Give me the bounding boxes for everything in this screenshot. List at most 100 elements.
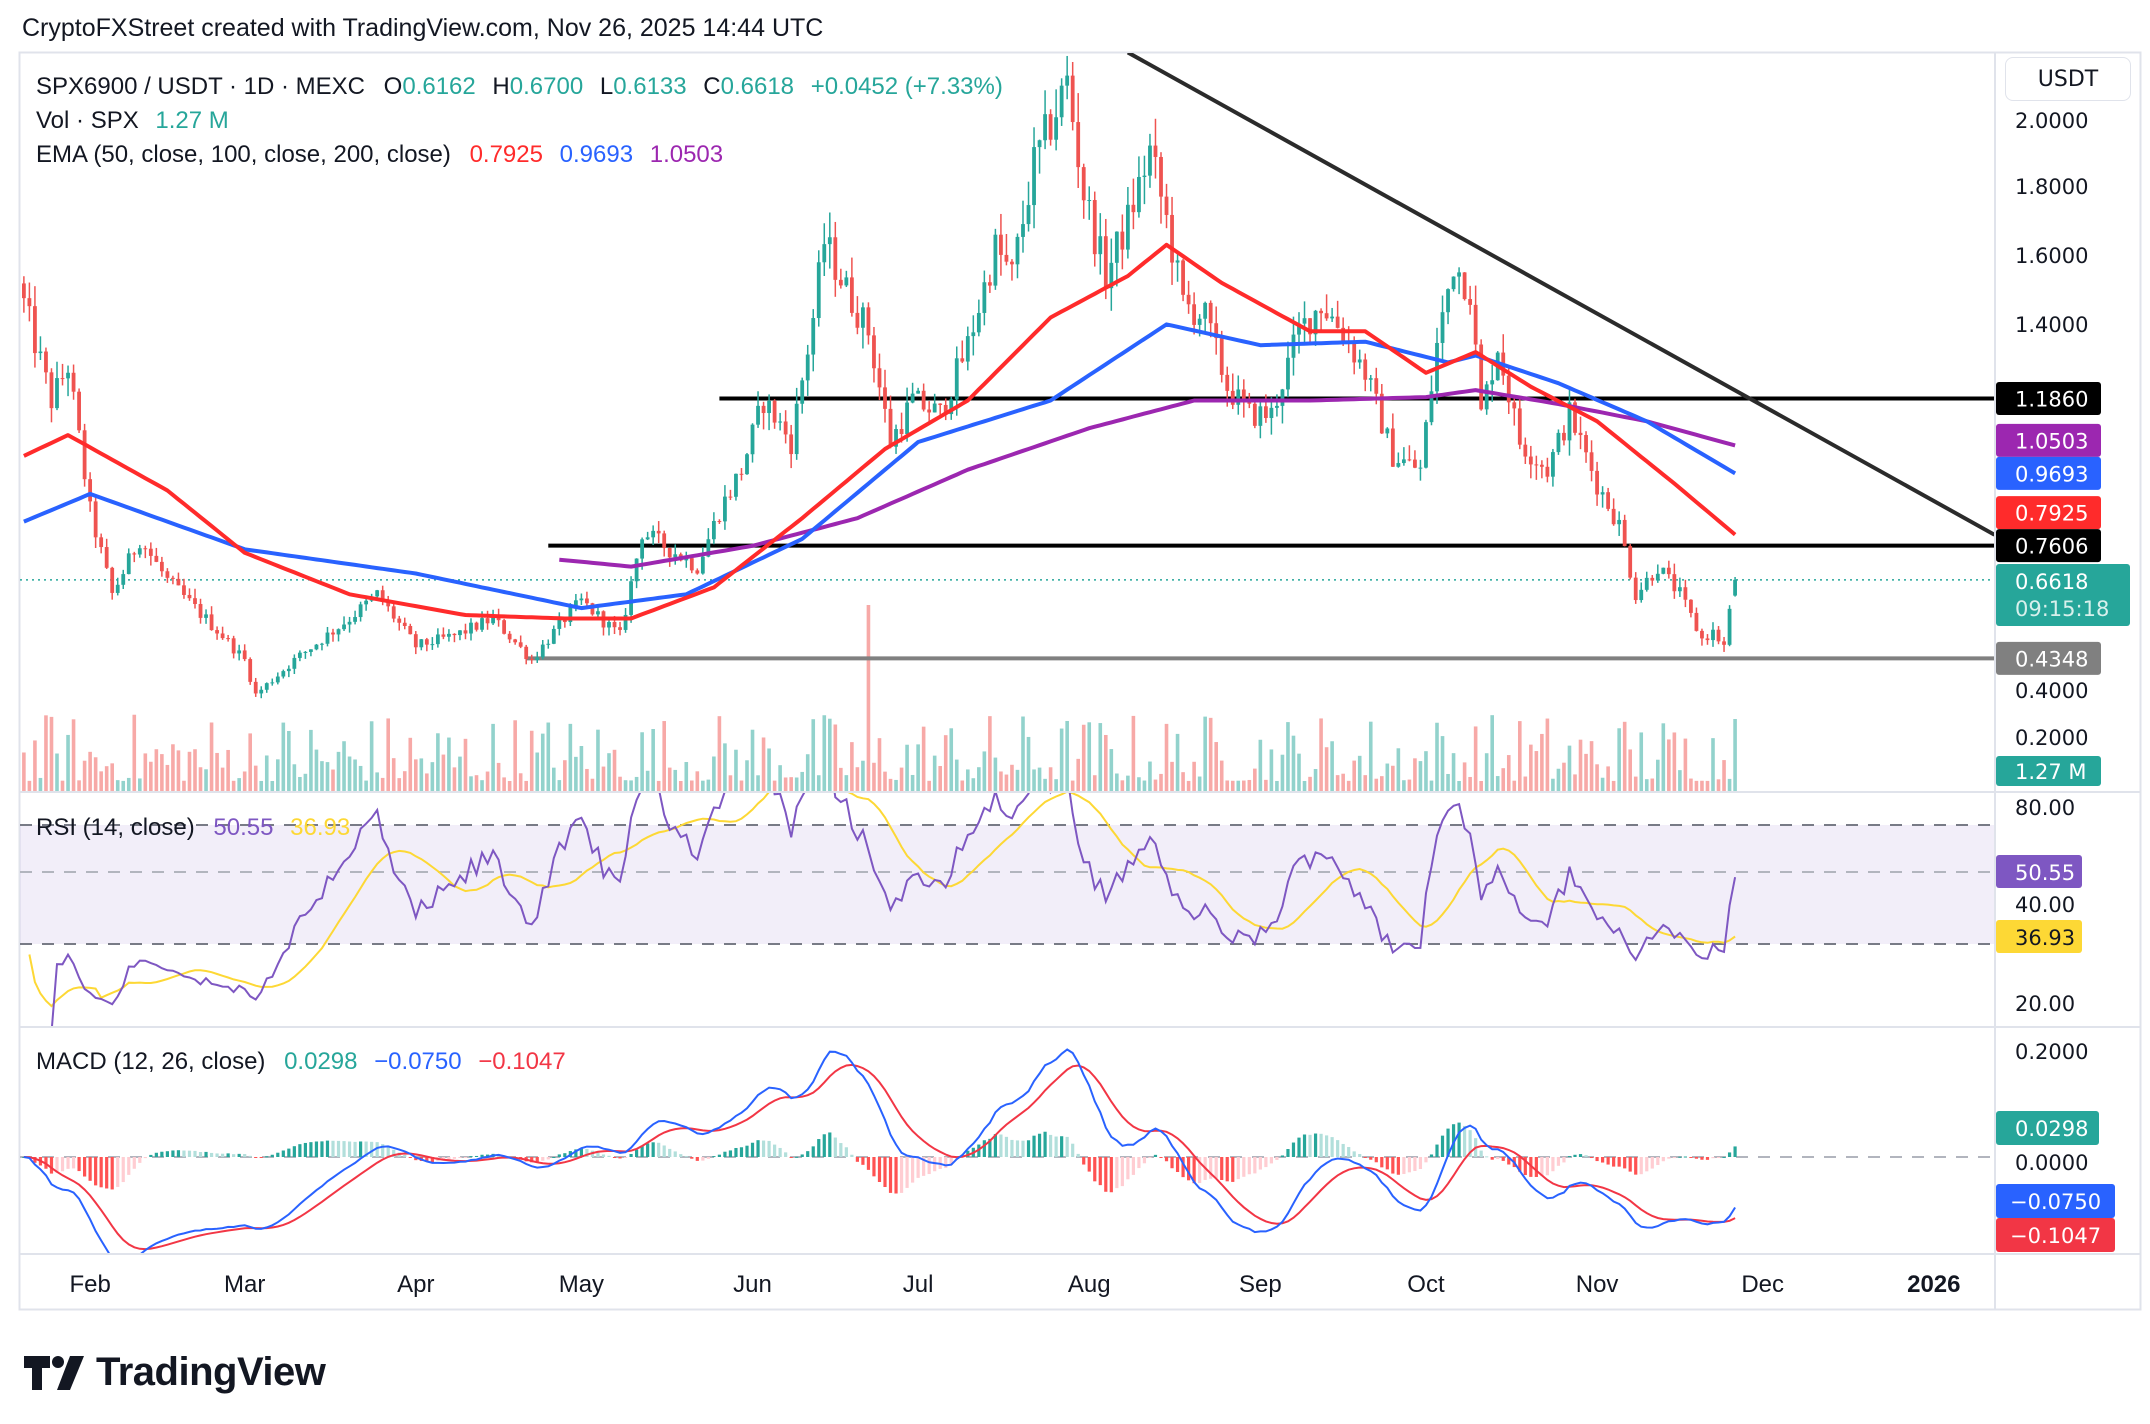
volume-bar (458, 756, 462, 791)
macd-histogram-bar (1192, 1157, 1196, 1184)
volume-bar (1148, 761, 1152, 791)
volume-bar (651, 729, 655, 791)
volume-bar (176, 750, 181, 791)
volume-bar (1159, 773, 1163, 791)
candle-body (927, 409, 932, 413)
volume-legend[interactable]: Vol · SPX 1.27 M (36, 107, 229, 134)
currency-button[interactable]: USDT (2005, 57, 2131, 101)
macd-histogram-bar (1490, 1157, 1494, 1160)
macd-pane[interactable] (20, 1048, 1994, 1266)
open-label: O (384, 73, 403, 100)
candle-body (1153, 145, 1158, 157)
volume-bar (1700, 780, 1704, 791)
candle-body (1733, 579, 1737, 596)
macd-histogram-bar (1507, 1157, 1511, 1165)
macd-histogram-bar (105, 1157, 109, 1189)
rsi-axis[interactable]: 80.00 40.00 20.00 50.55 36.93 (1996, 796, 2082, 1016)
macd-histogram-bar (1363, 1157, 1367, 1158)
rsi-pane[interactable] (20, 753, 1994, 1037)
volume-bar (1396, 748, 1401, 791)
candle-body (849, 277, 854, 313)
macd-axis[interactable]: 0.2000 0.0000 0.0298 −0.0750 −0.1047 (1996, 1040, 2115, 1252)
volume-bar (132, 714, 137, 791)
volume-bar (1694, 780, 1699, 791)
candle-body (1705, 638, 1710, 641)
candle-body (402, 622, 407, 626)
candle-body (1308, 318, 1312, 335)
candle-body (1644, 577, 1649, 590)
macd-histogram-bar (640, 1145, 644, 1157)
ema-legend[interactable]: EMA (50, close, 100, close, 200, close) … (36, 141, 723, 168)
candle-body (469, 622, 473, 634)
candle-body (838, 279, 843, 286)
candle-body (226, 638, 231, 640)
candle-body (1622, 519, 1627, 547)
volume-bar (811, 719, 816, 791)
candle-body (137, 548, 142, 555)
rsi-tick: 80.00 (2015, 796, 2075, 820)
volume-bar (414, 759, 418, 791)
macd-histogram-bar (116, 1157, 120, 1187)
candle-body (148, 548, 153, 556)
macd-histogram-bar (789, 1157, 793, 1158)
candle-body (248, 659, 253, 682)
candle-body (1655, 573, 1660, 581)
candle-body (877, 368, 882, 388)
macd-histogram-bar (1391, 1157, 1395, 1174)
tradingview-logo[interactable]: TradingView (24, 1350, 326, 1395)
macd-histogram-bar (806, 1151, 810, 1157)
volume-bar (1484, 753, 1489, 791)
volume-bar (783, 777, 788, 791)
candle-body (949, 399, 954, 415)
macd-histogram-bar (601, 1154, 606, 1157)
volume-bar (1010, 764, 1014, 791)
ema200-line (559, 388, 1736, 569)
price-tick: 1.8000 (2015, 175, 2088, 199)
volume-bar (193, 749, 197, 791)
volume-bar (1313, 769, 1318, 791)
volume-bars (22, 605, 1737, 791)
candle-body (1418, 467, 1423, 469)
candle-body (1026, 205, 1031, 225)
candle-body (485, 618, 490, 624)
macd-legend[interactable]: MACD (12, 26, close) 0.0298 −0.0750 −0.1… (36, 1048, 566, 1075)
symbol-legend[interactable]: SPX6900 / USDT · 1D · MEXC O0.6162 H0.67… (36, 73, 1003, 100)
macd-histogram-bar (1175, 1157, 1180, 1173)
volume-bar (695, 771, 700, 791)
volume-bar (767, 748, 771, 791)
macd-histogram-bar (1380, 1157, 1384, 1168)
rsi-legend[interactable]: RSI (14, close) 50.55 36.93 (36, 814, 350, 841)
price-axis[interactable]: 2.0000 1.8000 1.6000 1.4000 0.4000 0.200… (2015, 109, 2088, 750)
macd-histogram-bar (215, 1153, 219, 1157)
descending-trendline[interactable] (1126, 52, 1995, 537)
candle-body (60, 378, 65, 380)
volume-bar (960, 780, 965, 791)
volume-bar (1413, 758, 1417, 791)
macd-histogram-bar (1451, 1124, 1456, 1157)
candle-body (209, 614, 214, 631)
last-price-value: 0.6618 (2015, 570, 2088, 594)
change-value: +0.0452 (+7.33%) (811, 73, 1003, 100)
volume-bar (1242, 780, 1246, 791)
volume-bar (1633, 776, 1638, 791)
candle-body (585, 598, 589, 604)
volume-bar (154, 749, 159, 791)
candle-body (987, 282, 992, 286)
volume-bar (1606, 766, 1610, 791)
macd-histogram-bar (817, 1139, 821, 1157)
macd-histogram-bar (176, 1150, 181, 1157)
candle-body (1236, 389, 1241, 405)
ema-label: EMA (50, close, 100, close, 200, close) (36, 141, 451, 168)
macd-histogram-bar (618, 1157, 622, 1159)
tradingview-logo-icon (24, 1355, 84, 1390)
rsi-ma-badge: 36.93 (2015, 926, 2075, 950)
time-axis[interactable]: Feb Mar Apr May Jun Jul Aug Sep Oct Nov Dec 2026 (69, 1271, 1960, 1298)
macd-histogram-bar (1153, 1154, 1158, 1157)
candle-body (1015, 236, 1020, 265)
volume-bar (49, 716, 54, 791)
candle-body (314, 644, 319, 650)
macd-histogram-bar (1440, 1135, 1445, 1157)
macd-histogram-bar (1054, 1136, 1058, 1157)
main-pane[interactable] (20, 52, 1995, 791)
